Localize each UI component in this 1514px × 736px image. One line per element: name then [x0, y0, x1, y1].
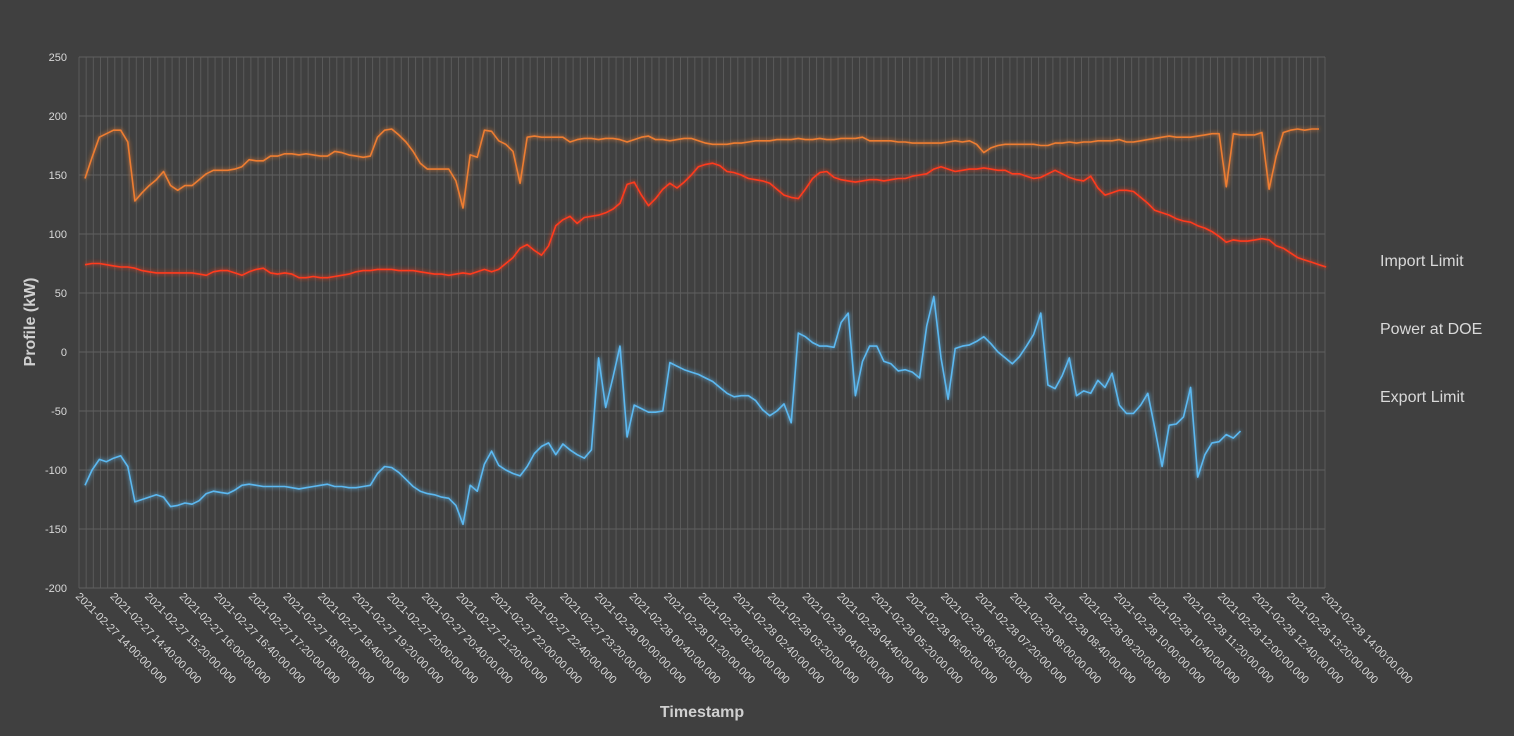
- x-axis-title: Timestamp: [660, 704, 744, 721]
- y-tick-label: 200: [49, 111, 67, 123]
- y-tick-label: 50: [55, 288, 67, 300]
- y-tick-label: 250: [49, 52, 67, 64]
- y-tick-label: -150: [45, 524, 67, 536]
- legend-label: Export Limit: [1380, 389, 1465, 406]
- y-axis-ticks: -200 -150 -100 -50 0 50 100 150 200 250: [45, 52, 67, 595]
- y-tick-label: -50: [51, 406, 67, 418]
- y-tick-label: -100: [45, 465, 67, 477]
- legend-label: Power at DOE: [1380, 321, 1482, 338]
- y-tick-label: -200: [45, 583, 67, 595]
- y-tick-label: 100: [49, 229, 67, 241]
- legend: Import Limit Power at DOE Export Limit: [1350, 253, 1482, 406]
- grid-lines: [78, 56, 1326, 589]
- y-tick-label: 0: [61, 347, 67, 359]
- legend-label: Import Limit: [1380, 253, 1464, 270]
- y-tick-label: 150: [49, 170, 67, 182]
- series-line-export-limit: [84, 295, 1242, 526]
- series-line-power-at-doe: [84, 162, 1327, 279]
- y-axis-title: Profile (kW): [22, 278, 39, 367]
- series-line-import-limit: [84, 128, 1319, 209]
- series-lines: [84, 128, 1327, 526]
